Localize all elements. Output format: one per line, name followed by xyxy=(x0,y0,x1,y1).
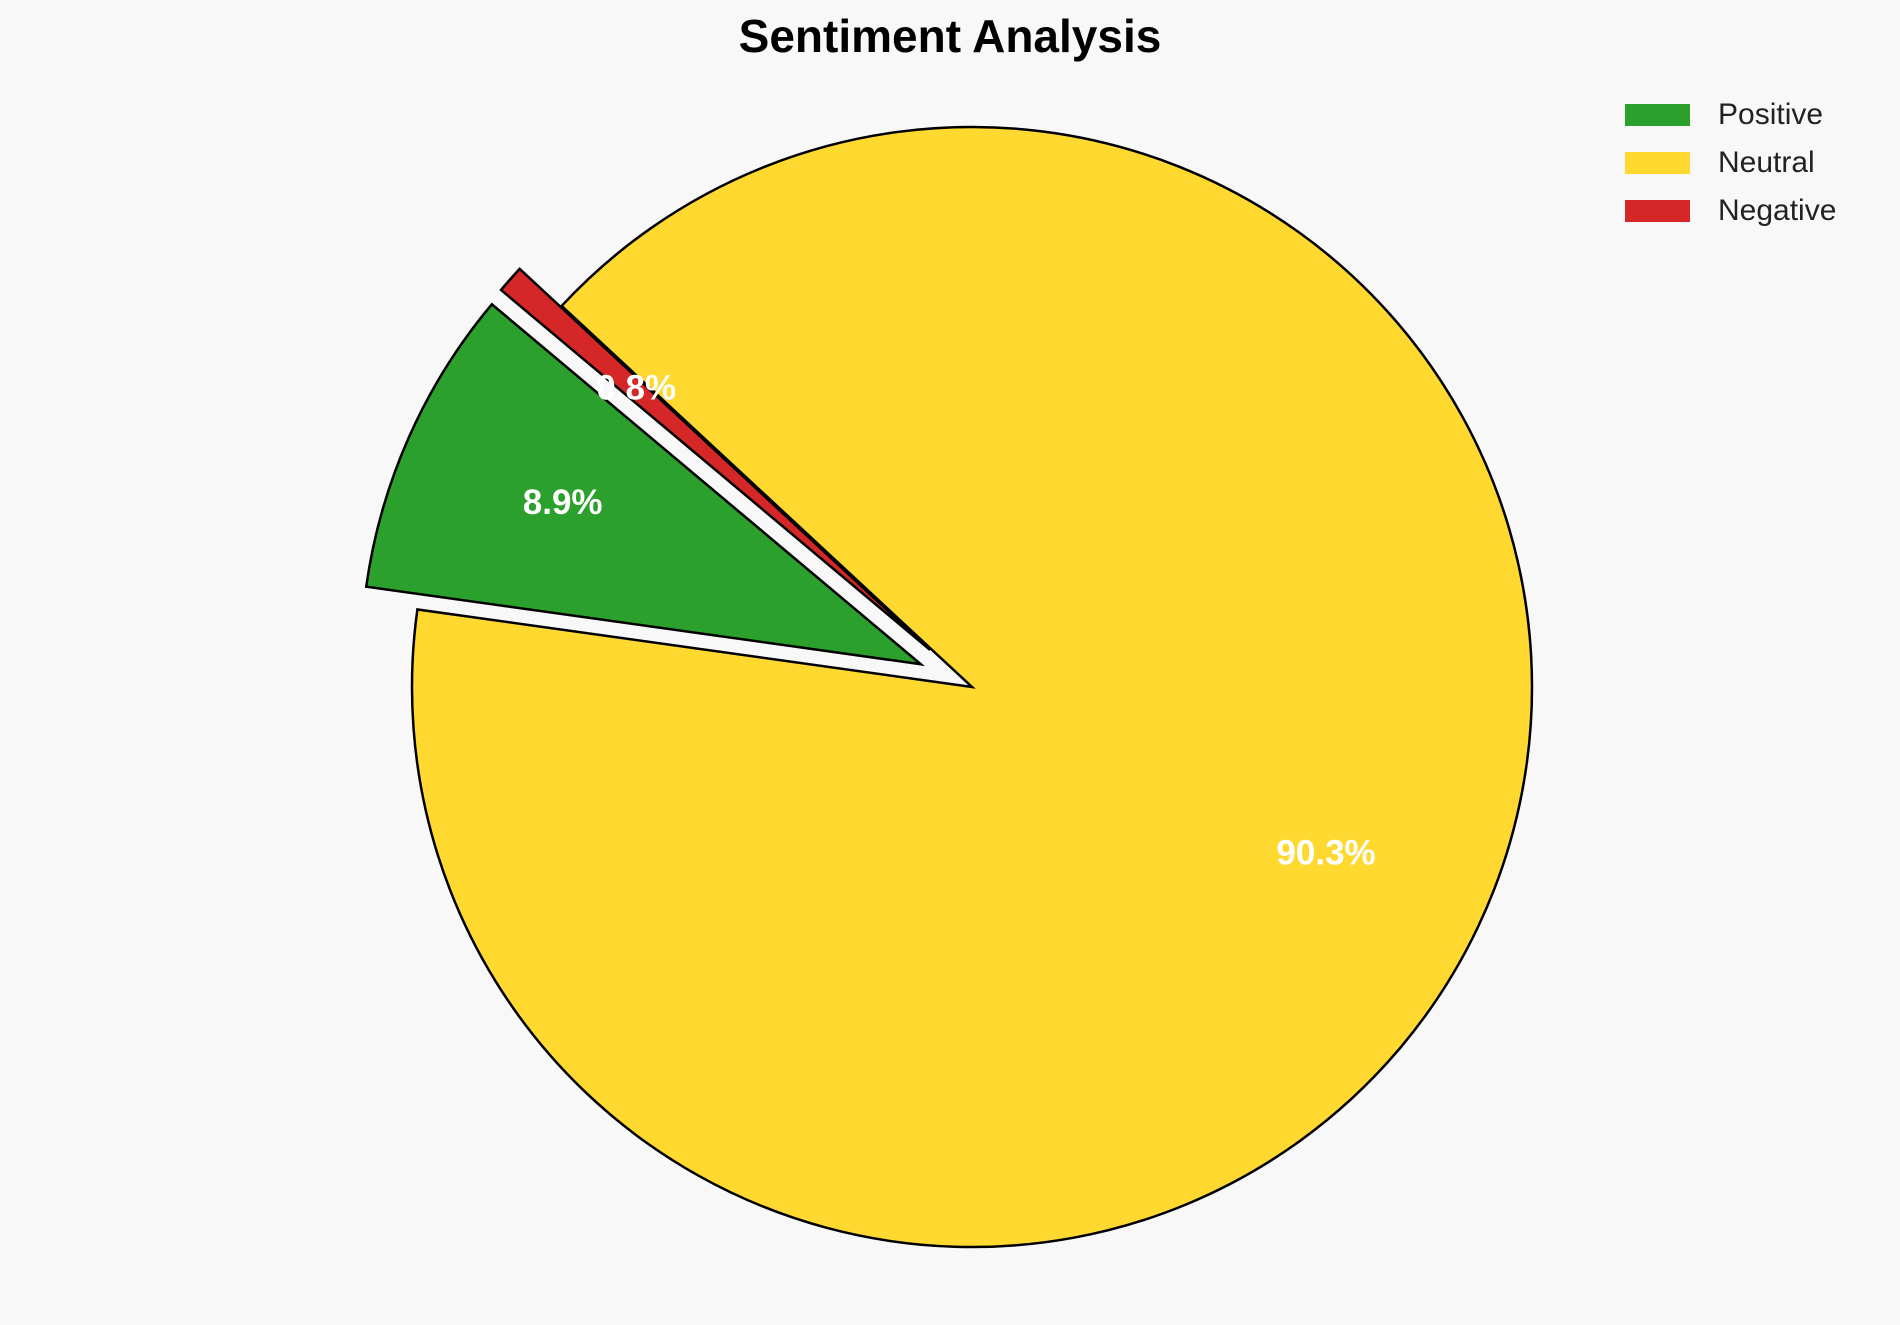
chart-title: Sentiment Analysis xyxy=(739,10,1162,62)
pie-slice xyxy=(499,267,931,651)
legend-swatch xyxy=(1625,200,1690,222)
legend-label: Positive xyxy=(1718,98,1823,131)
legend-swatch xyxy=(1625,104,1690,126)
slice-label: 90.3% xyxy=(1276,834,1375,873)
legend-swatch xyxy=(1625,152,1690,174)
legend-label: Neutral xyxy=(1718,146,1815,179)
legend-label: Negative xyxy=(1718,194,1836,227)
slice-label: 0.8% xyxy=(596,369,676,408)
pie-slice xyxy=(364,302,925,667)
slice-label: 8.9% xyxy=(523,483,603,522)
pie-slice xyxy=(410,125,1534,1249)
